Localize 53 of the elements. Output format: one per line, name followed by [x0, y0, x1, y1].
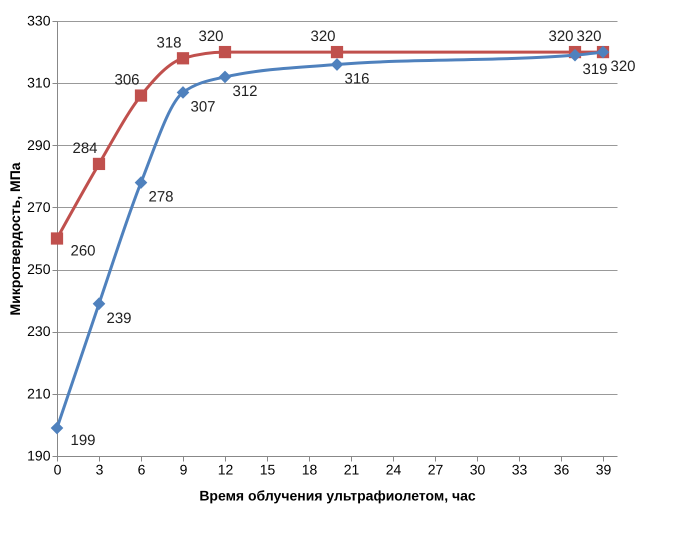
x-tick-label: 33: [512, 462, 528, 478]
x-tick-label: 0: [54, 462, 62, 478]
point: [330, 46, 344, 58]
y-tick-label: 210: [27, 385, 51, 402]
x-tick-label: 39: [596, 462, 612, 478]
data-label: 239: [106, 310, 132, 327]
data-label: 199: [70, 432, 96, 450]
y-tick-label: 310: [27, 74, 51, 91]
x-tick-label: 36: [554, 462, 570, 478]
x-tick-label: 6: [138, 462, 146, 478]
x-axis-title: Время облучения ультрафиолетом, час: [199, 488, 476, 504]
x-tick-label: 21: [344, 462, 360, 478]
point: [92, 158, 106, 170]
data-label: 260: [70, 242, 96, 260]
point: [568, 48, 582, 62]
y-tick-label: 230: [27, 323, 51, 340]
point: [134, 89, 148, 102]
data-label: 318: [156, 34, 182, 52]
point: [218, 70, 232, 84]
x-tick-label: 12: [218, 462, 234, 478]
point: [50, 422, 64, 434]
point: [176, 52, 190, 64]
data-label: 320: [310, 28, 336, 46]
y-tick-label: 190: [27, 448, 51, 464]
x-tick-label: 3: [96, 462, 104, 478]
y-tick-label: 330: [27, 12, 51, 28]
data-label: 320: [548, 28, 574, 46]
x-tick-label: 30: [470, 462, 486, 478]
point: [330, 58, 344, 71]
point: [218, 46, 232, 58]
data-label: 278: [148, 188, 174, 206]
data-label: 320: [198, 28, 224, 46]
y-tick-label: 290: [27, 136, 51, 153]
data-label: 320: [576, 28, 602, 46]
point: [50, 232, 64, 245]
x-tick-label: 27: [428, 462, 444, 478]
x-tick-label: 15: [260, 462, 276, 478]
data-label: 319: [582, 61, 608, 78]
point: [176, 86, 190, 99]
y-tick-label: 270: [27, 198, 51, 215]
data-label: 312: [232, 82, 258, 100]
data-label: 306: [114, 72, 140, 89]
x-tick-label: 18: [302, 462, 318, 478]
point: [134, 176, 148, 189]
data-label: 284: [72, 140, 98, 157]
data-label: 320: [610, 58, 636, 76]
data-label: 316: [344, 70, 370, 88]
y-tick-label: 250: [27, 261, 51, 278]
x-tick-label: 9: [180, 462, 188, 478]
y-axis-title: Микротвердость, МПа: [7, 162, 24, 316]
point: [92, 297, 106, 310]
data-label: 307: [190, 98, 216, 116]
x-tick-label: 24: [386, 462, 402, 478]
